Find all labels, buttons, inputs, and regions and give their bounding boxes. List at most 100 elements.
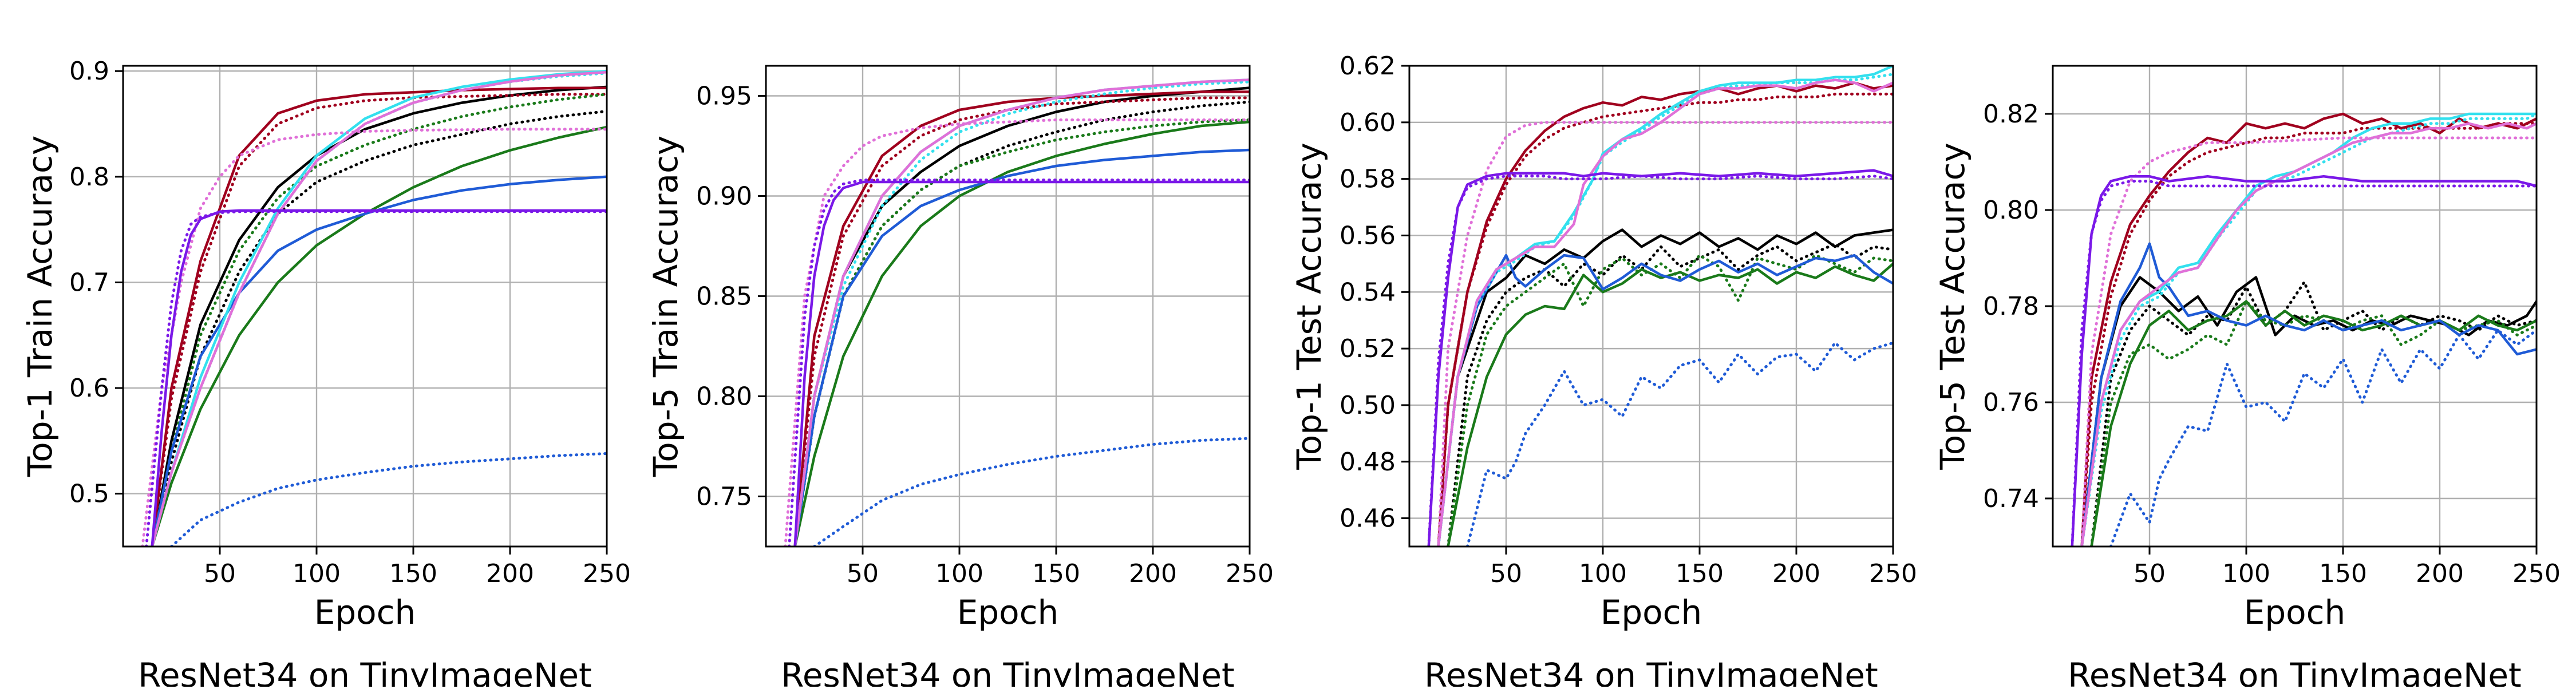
series-line-magenta-dotted	[2080, 136, 2537, 547]
x-tick-label: 150	[1676, 559, 1724, 588]
series-group	[1427, 66, 1893, 547]
y-tick-label: 0.46	[1340, 504, 1396, 533]
series-line-violet-dotted	[788, 179, 1250, 547]
series-line-crimson-solid	[2080, 112, 2537, 547]
x-tick-label: 200	[1772, 559, 1820, 588]
series-line-magenta-solid	[1437, 78, 1893, 547]
x-tick-label: 250	[2512, 559, 2561, 588]
series-line-crimson-solid	[1437, 81, 1893, 547]
y-tick-label: 0.60	[1340, 108, 1396, 137]
axes-frame	[1408, 65, 1894, 548]
series-line-cyan-dotted	[2080, 112, 2537, 547]
series-line-blue-dotted	[2109, 328, 2537, 547]
series-line-blue-dotted	[170, 452, 607, 547]
series-line-crimson-dotted	[2080, 122, 2537, 547]
y-tick-label: 0.80	[696, 382, 752, 411]
x-axis-title: Epoch	[2244, 593, 2346, 632]
x-tick-label: 50	[2134, 559, 2166, 588]
x-tick-label: 150	[2319, 559, 2367, 588]
y-tick-label: 0.7	[69, 268, 109, 297]
series-line-crimson-dotted	[793, 96, 1250, 547]
x-tick-label: 250	[1869, 559, 1917, 588]
series-line-violet-dotted	[2071, 180, 2537, 547]
series-line-black-solid	[1437, 228, 1893, 547]
y-tick-label: 0.78	[1983, 292, 2039, 321]
series-line-green-solid	[1447, 262, 1893, 547]
x-tick-label: 200	[486, 559, 534, 588]
x-tick-label: 50	[1490, 559, 1522, 588]
series-line-magenta-dotted	[784, 118, 1250, 547]
series-line-blue-dotted	[1465, 341, 1893, 547]
x-tick-label: 150	[1032, 559, 1080, 588]
series-line-green-dotted	[1447, 254, 1893, 547]
y-tick-label: 0.62	[1340, 52, 1396, 81]
x-axis-title: Epoch	[314, 593, 416, 632]
x-axis-title: Epoch	[1601, 593, 1702, 632]
panel-caption: ResNet34 on TinyImageNet	[138, 656, 592, 687]
series-group	[141, 69, 607, 547]
series-line-green-dotted	[2090, 300, 2537, 547]
series-line-crimson-dotted	[151, 93, 607, 547]
y-tick-label: 0.9	[69, 57, 109, 86]
chart-panel: 50 100 150 200 250 0.5 0.6 0.7 0.8 0.9 Epoch Top-1 …	[21, 57, 631, 689]
series-line-crimson-solid	[793, 90, 1250, 547]
series-line-blue-solid	[2080, 242, 2537, 547]
panel-caption: ResNet34 on TinyImageNet	[1424, 656, 1878, 687]
chart-panel: 50 100 150 200 250 0.74 0.76 0.78 0.80 0.82 Epoch T…	[1933, 65, 2561, 689]
series-line-violet-solid	[151, 209, 607, 547]
x-tick-label: 150	[389, 559, 437, 588]
y-tick-label: 0.82	[1983, 100, 2039, 129]
y-tick-label: 0.48	[1340, 448, 1396, 477]
y-tick-label: 0.80	[1983, 196, 2039, 225]
x-tick-label: 250	[583, 559, 631, 588]
series-line-green-solid	[151, 125, 607, 547]
y-tick-label: 0.6	[69, 374, 109, 403]
series-group	[784, 78, 1250, 547]
chart-panel: 50 100 150 200 250 0.46 0.48 0.50 0.52 0.54 0.56 0.…	[1290, 52, 1917, 689]
y-tick-label: 0.56	[1340, 221, 1396, 250]
series-line-green-solid	[2090, 300, 2537, 547]
x-axis-title: Epoch	[957, 593, 1059, 632]
y-axis-title: Top-5 Train Accuracy	[646, 136, 685, 478]
y-axis-title: Top-5 Test Accuracy	[1933, 142, 1972, 470]
y-tick-label: 0.74	[1983, 484, 2039, 513]
series-line-green-dotted	[151, 93, 607, 547]
y-tick-label: 0.95	[696, 82, 752, 111]
y-axis-title: Top-1 Test Accuracy	[1290, 142, 1329, 470]
series-line-magenta-solid	[151, 70, 607, 547]
series-line-blue-dotted	[813, 437, 1250, 547]
series-line-magenta-solid	[793, 78, 1250, 547]
axes-frame	[122, 65, 608, 548]
series-line-violet-dotted	[1427, 175, 1893, 547]
x-tick-label: 50	[847, 559, 879, 588]
series-line-magenta-dotted	[1437, 121, 1893, 547]
y-tick-label: 0.52	[1340, 334, 1396, 363]
x-tick-label: 100	[2222, 559, 2270, 588]
series-line-magenta-dotted	[141, 128, 607, 547]
series-line-magenta-solid	[2080, 122, 2537, 547]
axes-frame	[765, 65, 1251, 548]
series-line-black-dotted	[2090, 280, 2537, 547]
x-tick-label: 200	[1129, 559, 1177, 588]
series-line-blue-solid	[151, 175, 607, 547]
series-group	[2071, 112, 2537, 547]
x-tick-label: 200	[2416, 559, 2464, 588]
y-tick-label: 0.90	[696, 182, 752, 211]
x-tick-label: 100	[1579, 559, 1627, 588]
series-line-crimson-dotted	[1437, 92, 1893, 547]
y-tick-label: 0.85	[696, 282, 752, 311]
panel-caption: ResNet34 on TinyImageNet	[2068, 656, 2522, 687]
series-line-violet-solid	[2071, 175, 2537, 547]
series-line-violet-solid	[793, 180, 1250, 547]
y-axis-title: Top-1 Train Accuracy	[21, 136, 60, 478]
series-line-cyan-dotted	[793, 80, 1250, 547]
series-line-crimson-solid	[151, 86, 607, 547]
y-tick-label: 0.54	[1340, 278, 1396, 307]
y-tick-label: 0.75	[696, 482, 752, 512]
x-tick-label: 100	[935, 559, 983, 588]
y-tick-label: 0.50	[1340, 391, 1396, 420]
y-tick-label: 0.76	[1983, 388, 2039, 417]
y-tick-label: 0.8	[69, 163, 109, 192]
